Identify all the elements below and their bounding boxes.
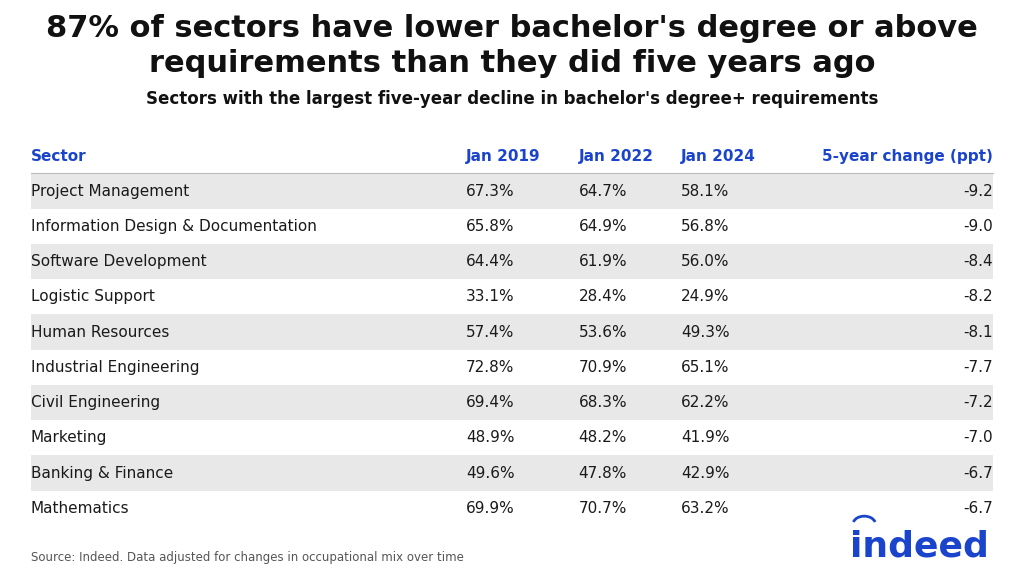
Text: -9.0: -9.0 <box>964 219 993 234</box>
Text: 68.3%: 68.3% <box>579 395 627 410</box>
Text: 58.1%: 58.1% <box>681 184 729 198</box>
Text: 61.9%: 61.9% <box>579 254 627 269</box>
Text: Sectors with the largest five-year decline in bachelor's degree+ requirements: Sectors with the largest five-year decli… <box>145 90 879 108</box>
Text: Software Development: Software Development <box>31 254 207 269</box>
Text: 69.9%: 69.9% <box>466 501 515 516</box>
Text: 47.8%: 47.8% <box>579 466 627 480</box>
Text: indeed: indeed <box>850 529 989 563</box>
Text: Civil Engineering: Civil Engineering <box>31 395 160 410</box>
Text: 24.9%: 24.9% <box>681 290 729 304</box>
Text: 48.2%: 48.2% <box>579 431 627 445</box>
Text: Project Management: Project Management <box>31 184 189 198</box>
Text: 64.7%: 64.7% <box>579 184 627 198</box>
Text: -8.1: -8.1 <box>964 325 993 339</box>
Text: Logistic Support: Logistic Support <box>31 290 155 304</box>
Text: 65.8%: 65.8% <box>466 219 514 234</box>
Text: 49.6%: 49.6% <box>466 466 514 480</box>
Text: 67.3%: 67.3% <box>466 184 514 198</box>
Text: Sector: Sector <box>31 149 86 164</box>
Text: 72.8%: 72.8% <box>466 360 514 375</box>
Text: -7.2: -7.2 <box>964 395 993 410</box>
Text: -9.2: -9.2 <box>964 184 993 198</box>
Text: 42.9%: 42.9% <box>681 466 729 480</box>
Text: 64.4%: 64.4% <box>466 254 514 269</box>
Text: 70.9%: 70.9% <box>579 360 627 375</box>
Text: 56.8%: 56.8% <box>681 219 729 234</box>
Text: 62.2%: 62.2% <box>681 395 729 410</box>
Text: Human Resources: Human Resources <box>31 325 169 339</box>
Text: 48.9%: 48.9% <box>466 431 514 445</box>
Text: 63.2%: 63.2% <box>681 501 729 516</box>
Text: -8.4: -8.4 <box>964 254 993 269</box>
Text: 49.3%: 49.3% <box>681 325 729 339</box>
Text: 87% of sectors have lower bachelor's degree or above
requirements than they did : 87% of sectors have lower bachelor's deg… <box>46 14 978 78</box>
Text: Information Design & Documentation: Information Design & Documentation <box>31 219 316 234</box>
Text: Banking & Finance: Banking & Finance <box>31 466 173 480</box>
Text: -7.0: -7.0 <box>964 431 993 445</box>
Text: Industrial Engineering: Industrial Engineering <box>31 360 200 375</box>
Text: Jan 2022: Jan 2022 <box>579 149 653 164</box>
Text: 65.1%: 65.1% <box>681 360 729 375</box>
Text: 64.9%: 64.9% <box>579 219 627 234</box>
Text: -6.7: -6.7 <box>964 501 993 516</box>
Text: Marketing: Marketing <box>31 431 108 445</box>
Text: Source: Indeed. Data adjusted for changes in occupational mix over time: Source: Indeed. Data adjusted for change… <box>31 551 464 564</box>
Text: Jan 2019: Jan 2019 <box>466 149 541 164</box>
Text: 56.0%: 56.0% <box>681 254 729 269</box>
Text: 70.7%: 70.7% <box>579 501 627 516</box>
Text: 53.6%: 53.6% <box>579 325 627 339</box>
Text: -6.7: -6.7 <box>964 466 993 480</box>
Text: 33.1%: 33.1% <box>466 290 514 304</box>
Text: -7.7: -7.7 <box>964 360 993 375</box>
Text: Jan 2024: Jan 2024 <box>681 149 756 164</box>
Text: -8.2: -8.2 <box>964 290 993 304</box>
Text: 57.4%: 57.4% <box>466 325 514 339</box>
Text: Mathematics: Mathematics <box>31 501 129 516</box>
Text: 28.4%: 28.4% <box>579 290 627 304</box>
Text: 41.9%: 41.9% <box>681 431 729 445</box>
Text: 69.4%: 69.4% <box>466 395 514 410</box>
Text: 5-year change (ppt): 5-year change (ppt) <box>822 149 993 164</box>
